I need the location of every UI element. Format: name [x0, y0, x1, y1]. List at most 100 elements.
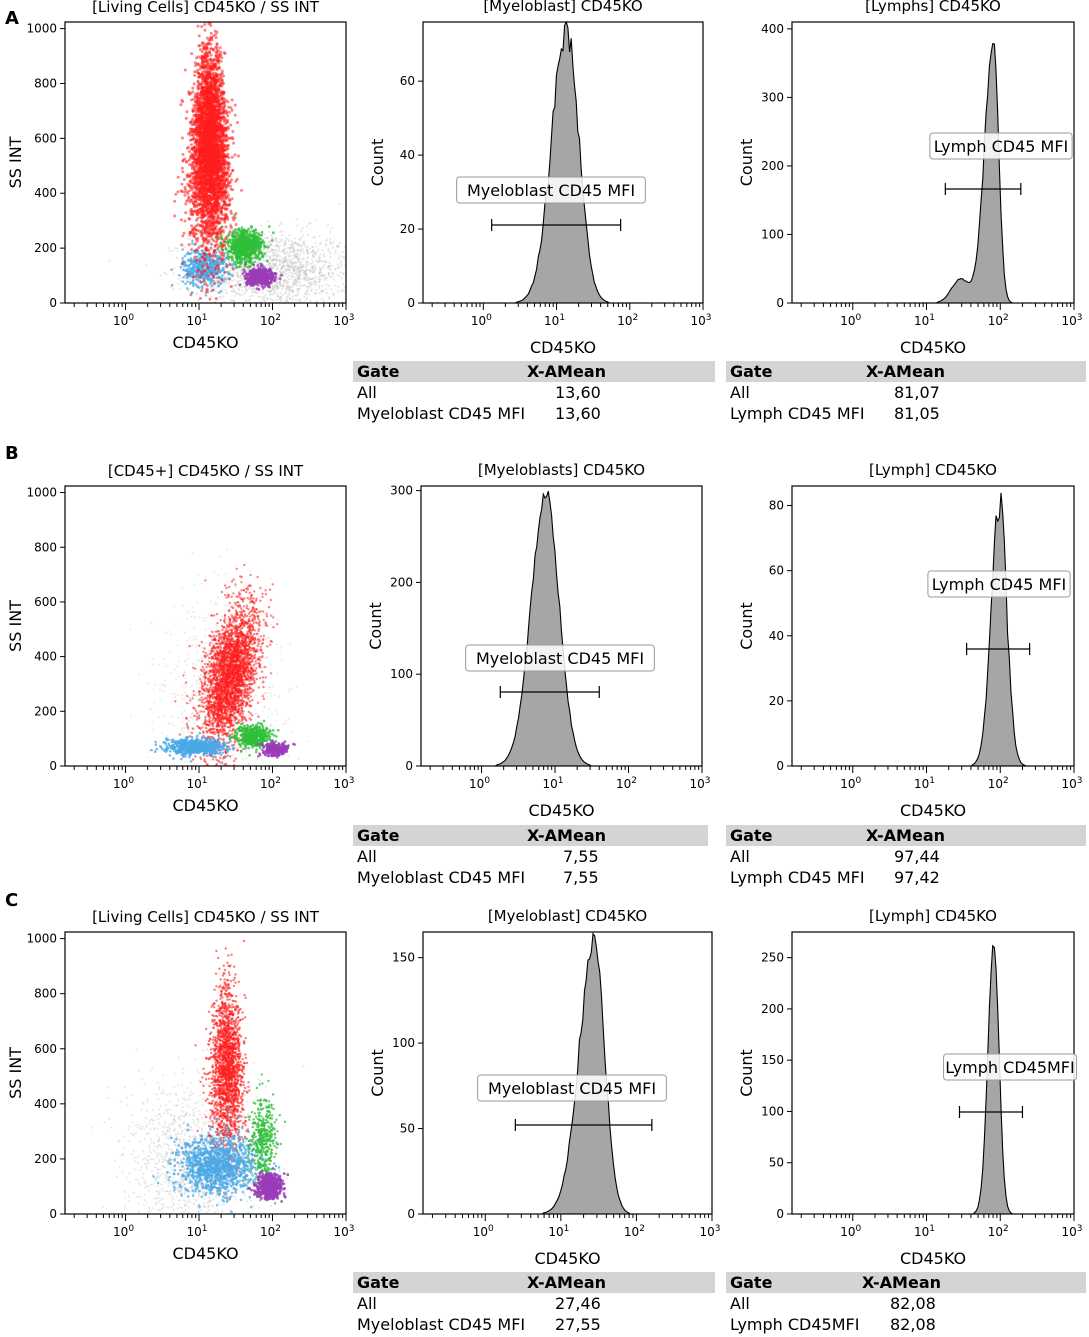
scatter-point	[289, 246, 292, 250]
scatter-point	[297, 273, 301, 276]
scatter-point	[277, 281, 281, 285]
scatter-point	[271, 288, 274, 291]
scatter-point	[273, 252, 276, 255]
scatter-point	[268, 240, 271, 243]
scatter-point	[196, 269, 200, 273]
scatter-point	[288, 265, 291, 268]
scatter-point	[215, 291, 218, 294]
scatter-point	[213, 244, 217, 247]
scatter-point	[287, 268, 290, 271]
scatter-point	[291, 266, 294, 269]
scatter-point	[307, 278, 310, 281]
scatter-point	[280, 295, 283, 298]
scatter-point	[204, 293, 208, 297]
scatter-point	[309, 251, 312, 254]
scatter-point	[336, 263, 339, 266]
scatter-point	[197, 244, 200, 247]
scatter-point	[215, 262, 219, 265]
scatter-point	[277, 259, 280, 262]
scatter-point	[277, 275, 280, 279]
scatter-point	[295, 255, 298, 258]
scatter-point	[305, 272, 308, 275]
scatter-point	[327, 250, 330, 253]
scatter-point	[263, 299, 266, 302]
scatter-point	[204, 282, 208, 286]
scatter-point	[237, 292, 240, 296]
scatter-point	[253, 290, 256, 293]
scatter-point	[187, 289, 190, 292]
scatter-point	[290, 260, 293, 263]
scatter-point	[341, 255, 344, 258]
scatter-point	[229, 285, 233, 289]
scatter-point	[275, 258, 278, 261]
scatter-point	[323, 264, 326, 267]
scatter-point	[263, 300, 266, 303]
scatter-point	[274, 284, 278, 287]
scatter-point	[288, 248, 291, 251]
scatter-point	[223, 283, 226, 286]
scatter-point	[309, 270, 312, 273]
scatter-point	[230, 266, 233, 269]
scatter-point	[320, 259, 323, 262]
scatter-point	[275, 288, 278, 291]
scatter-point	[286, 268, 289, 271]
scatter-point	[188, 278, 192, 281]
scatter-point	[276, 285, 279, 288]
scatter-point	[286, 288, 289, 291]
scatter-point	[298, 274, 301, 277]
scatter-point	[293, 241, 297, 244]
scatter-point	[276, 292, 279, 295]
scatter-point	[231, 274, 235, 278]
scatter-point	[269, 298, 272, 301]
scatter-point	[308, 247, 311, 250]
scatter-point	[325, 277, 328, 280]
scatter-point	[328, 261, 331, 264]
scatter-point	[263, 233, 266, 236]
scatter-point	[224, 126, 228, 130]
scatter-point	[255, 291, 258, 294]
scatter-point	[230, 290, 233, 293]
scatter-point	[319, 278, 322, 281]
scatter-point	[269, 292, 272, 295]
scatter-point	[198, 296, 202, 300]
scatter-point	[284, 268, 287, 271]
scatter-point	[292, 290, 295, 293]
scatter-point	[301, 269, 304, 272]
scatter-point	[334, 252, 337, 255]
scatter-point	[260, 309, 262, 311]
scatter-point	[261, 296, 265, 299]
scatter-point	[322, 260, 325, 263]
scatter-point	[306, 287, 309, 290]
population-cloud	[173, 22, 244, 316]
scatter-point	[325, 238, 328, 241]
scatter-point	[268, 230, 271, 234]
scatter-point	[315, 219, 318, 222]
scatter-point	[288, 258, 291, 261]
scatter-point	[209, 278, 213, 282]
scatter-point	[184, 202, 188, 206]
scatter-point	[280, 270, 283, 274]
scatter-point	[222, 74, 226, 78]
scatter-point	[235, 177, 239, 181]
scatter-point	[276, 280, 279, 283]
scatter-point	[317, 284, 320, 287]
scatter-point	[322, 274, 325, 277]
scatter-point	[289, 269, 292, 272]
scatter-point	[251, 294, 254, 297]
scatter-point	[332, 292, 335, 295]
scatter-point	[197, 246, 201, 250]
scatter-point	[190, 242, 194, 245]
scatter-point	[303, 284, 306, 287]
scatter-point	[298, 267, 301, 270]
scatter-point	[294, 280, 297, 283]
scatter-point	[224, 288, 228, 291]
scatter-point	[285, 265, 288, 268]
scatter-point	[296, 248, 299, 252]
scatter-point	[275, 298, 278, 301]
scatter-point	[275, 249, 278, 252]
scatter-point	[290, 246, 293, 249]
scatter-point	[240, 293, 243, 296]
scatter-point	[325, 283, 328, 286]
scatter-point	[220, 313, 223, 316]
scatter-point	[208, 311, 210, 313]
